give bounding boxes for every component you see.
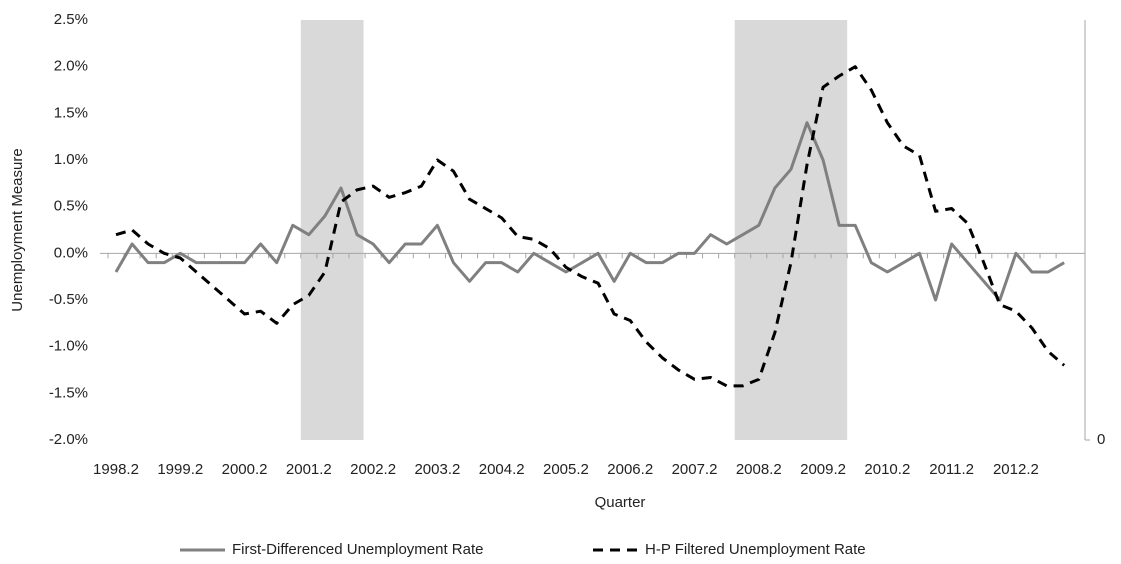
y-tick-label: 0.0% [54,244,88,261]
y-tick-label: -1.0% [49,338,88,355]
x-tick-label: 2005.2 [543,461,589,478]
x-tick-label: 2010.2 [864,461,910,478]
y-tick-label: 1.5% [54,104,88,121]
x-tick-label: 1999.2 [157,461,203,478]
y-tick-label: -2.0% [49,431,88,448]
x-tick-label: 2008.2 [736,461,782,478]
x-tick-label: 2009.2 [800,461,846,478]
x-tick-label: 2011.2 [929,461,974,478]
x-tick-label: 2012.2 [993,461,1039,478]
x-tick-label: 2004.2 [479,461,525,478]
x-tick-label: 2003.2 [414,461,460,478]
x-axis-title: Quarter [595,494,646,511]
x-tick-label: 2002.2 [350,461,396,478]
y-tick-label: 0.5% [54,198,88,215]
legend-label: First-Differenced Unemployment Rate [232,541,483,558]
series-line [115,65,1066,388]
y2-tick-label: 0 [1097,431,1105,448]
x-tick-label: 2006.2 [607,461,653,478]
x-tick-label: 1998.2 [93,461,139,478]
legend-label: H-P Filtered Unemployment Rate [645,541,866,558]
y-tick-label: 1.0% [54,151,88,168]
y-axis-title: Unemployment Measure [9,148,26,311]
y-tick-label: 2.5% [54,11,88,28]
series-line [114,121,1065,302]
x-tick-label: 2001.2 [286,461,332,478]
x-tick-label: 2000.2 [222,461,268,478]
y-tick-label: 2.0% [54,58,88,75]
y-tick-label: -1.5% [49,384,88,401]
x-tick-label: 2007.2 [672,461,718,478]
y-tick-label: -0.5% [49,291,88,308]
